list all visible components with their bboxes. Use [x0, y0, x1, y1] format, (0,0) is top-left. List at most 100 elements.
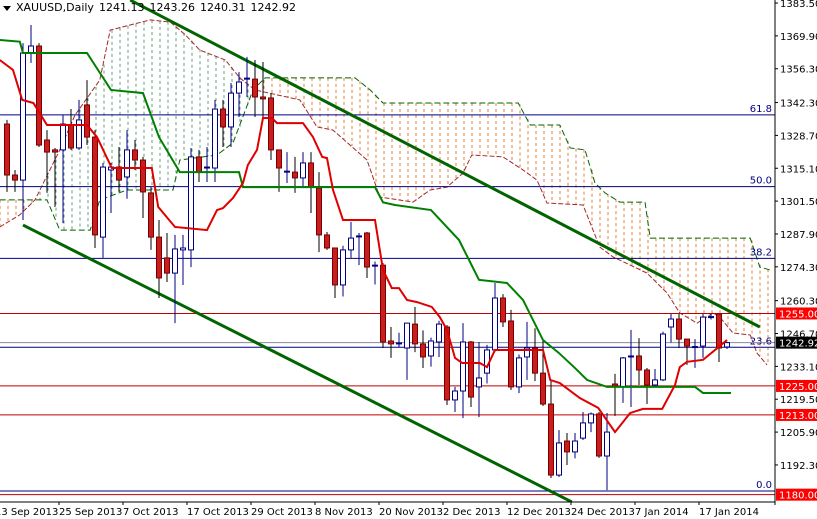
candle-body-bullish	[28, 45, 34, 54]
senkou-span-a-line	[0, 19, 768, 366]
candle-body-bullish	[100, 166, 106, 238]
candle-body-bullish	[180, 247, 186, 251]
level-price-tag-bg	[776, 307, 817, 320]
candle-body-bearish	[268, 97, 274, 151]
high-value: 1243.26	[149, 1, 195, 14]
candle	[684, 338, 690, 365]
low-value: 1240.31	[199, 1, 246, 14]
candle-body-bullish	[476, 377, 482, 388]
candle	[276, 149, 282, 192]
price-tick-label: 1233.10	[780, 362, 817, 373]
date-tick-label: 13 Sep 2013	[0, 507, 58, 518]
candle-body-bearish	[4, 123, 10, 176]
candle-body-bearish	[36, 45, 42, 146]
candle	[668, 313, 674, 343]
candle-body-bullish	[236, 81, 242, 94]
candle-body-bullish	[212, 108, 218, 169]
candle	[316, 172, 322, 253]
candle-body-bullish	[572, 440, 578, 453]
candle-body-bearish	[364, 232, 370, 268]
candle	[172, 234, 178, 324]
current-price-tag: 1242.92	[779, 339, 817, 350]
price-tick-label: 1246.70	[780, 330, 817, 341]
candle-body-bearish	[52, 149, 58, 153]
candle	[716, 313, 722, 363]
candle-body-bullish	[660, 333, 666, 381]
candle	[60, 115, 66, 224]
candle-body-bearish	[500, 297, 506, 323]
candle-body-bullish	[604, 431, 610, 457]
candle	[452, 386, 458, 413]
level-price-tag: 1225.00	[779, 382, 817, 393]
candle-body-bullish	[188, 156, 194, 251]
level-price-tag-bg	[776, 379, 817, 392]
candle	[204, 146, 210, 183]
candle	[356, 233, 362, 266]
candle	[228, 82, 234, 147]
candle	[52, 147, 58, 207]
candle	[388, 326, 394, 358]
candle-body-bearish	[156, 236, 162, 279]
candle-body-bullish	[628, 355, 634, 358]
candle-body-bearish	[308, 162, 314, 188]
candle-body-bearish	[468, 341, 474, 398]
candle-body-bearish	[260, 96, 266, 100]
candle-body-bearish	[380, 264, 386, 343]
candle-body-bullish	[620, 357, 626, 388]
candle	[596, 412, 602, 458]
date-tick-label: 24 Dec 2013	[571, 507, 635, 518]
candle-body-bullish	[436, 323, 442, 343]
candle	[396, 332, 402, 348]
tenkan-sen-line	[0, 59, 728, 434]
candle	[156, 219, 162, 298]
trendline	[129, 0, 761, 329]
open-value: 1241.13	[98, 1, 145, 14]
candle-body-bullish	[724, 342, 730, 348]
candle	[444, 325, 450, 406]
candle	[660, 331, 666, 382]
candle-body-bearish	[196, 156, 202, 173]
candle-body-bullish	[492, 297, 498, 351]
chart-header: XAUUSD,Daily 1241.13 1243.26 1240.31 1242.92	[3, 1, 301, 14]
candle	[604, 412, 610, 491]
candle	[676, 313, 682, 349]
candle-body-bearish	[420, 343, 426, 358]
candle-body-bearish	[292, 171, 298, 179]
candle	[580, 412, 586, 441]
date-tick-label: 29 Oct 2013	[251, 507, 313, 518]
candle-body-bearish	[716, 313, 722, 349]
candle-body-bullish	[692, 346, 698, 349]
dropdown-triangle-icon[interactable]	[3, 5, 11, 11]
candle-body-bullish	[300, 162, 306, 179]
candle-body-bullish	[76, 119, 82, 149]
candle-body-bullish	[244, 77, 250, 80]
candle	[692, 339, 698, 368]
candle-body-bullish	[668, 318, 674, 328]
candle	[652, 369, 658, 388]
candle	[548, 379, 554, 478]
candle-body-bearish	[148, 192, 154, 238]
price-tick-label: 1369.90	[780, 32, 817, 43]
candle	[628, 329, 634, 407]
candle-body-bullish	[708, 316, 714, 319]
price-tick-label: 1315.10	[780, 164, 817, 175]
candle-body-bearish	[532, 347, 538, 374]
candle	[188, 147, 194, 268]
candle	[236, 72, 242, 118]
candle-body-bearish	[444, 326, 450, 401]
candle	[260, 61, 266, 120]
candle-body-bearish	[84, 104, 90, 138]
candle	[140, 156, 146, 219]
date-tick-label: 8 Nov 2013	[315, 507, 373, 518]
symbol-label: XAUUSD,Daily	[16, 1, 94, 14]
candle-body-bearish	[684, 338, 690, 347]
candle	[4, 119, 10, 192]
candle-body-bullish	[372, 264, 378, 267]
price-tick-label: 1383.50	[780, 0, 817, 10]
candle	[28, 24, 34, 63]
candle	[44, 130, 50, 193]
candle-body-bearish	[164, 257, 170, 274]
level-price-tag: 1180.00	[779, 491, 817, 502]
